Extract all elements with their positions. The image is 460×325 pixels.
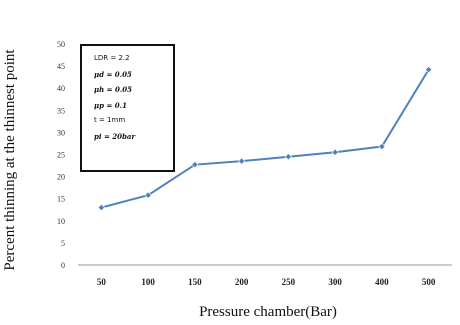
x-tick-label: 250 — [282, 277, 296, 287]
data-point-marker — [238, 157, 246, 165]
x-tick-label: 50 — [97, 277, 107, 287]
annotation-mu-d: μd = 0.05 — [94, 69, 132, 79]
y-tick-label: 40 — [57, 84, 65, 93]
y-tick-label: 10 — [57, 217, 65, 226]
data-point-marker — [425, 66, 433, 74]
x-tick-label: 200 — [235, 277, 249, 287]
y-tick-label: 35 — [57, 106, 65, 115]
x-axis-title: Pressure chamber(Bar) — [199, 304, 337, 320]
data-point-marker — [191, 161, 199, 169]
annotation-mu-h: μh = 0.05 — [94, 85, 133, 94]
y-tick-label: 30 — [57, 128, 65, 137]
annotation-mu-p: μp = 0.1 — [94, 100, 127, 110]
y-tick-label: 20 — [57, 173, 65, 182]
data-point-marker — [144, 191, 152, 199]
annotation-thickness: t = 1mm — [94, 116, 126, 124]
data-point-marker — [378, 142, 386, 151]
annotation-box: LDR = 2.2 μd = 0.05 μh = 0.05 μp = 0.1 t… — [80, 44, 175, 172]
y-tick-label: 45 — [57, 62, 65, 71]
y-tick-label: 0 — [61, 261, 65, 270]
y-tick-label: 5 — [61, 239, 65, 248]
x-tick-label: 400 — [375, 277, 389, 287]
x-tick-label: 150 — [188, 277, 202, 287]
data-point-marker — [331, 148, 339, 156]
y-tick-label: 25 — [57, 151, 65, 160]
series-group — [97, 66, 433, 212]
annotation-ldr: LDR = 2.2 — [94, 54, 130, 62]
y-axis-title: Percent thinning at the thinnest point — [2, 49, 18, 271]
data-point-marker — [97, 203, 105, 212]
x-tick-label: 100 — [141, 277, 155, 287]
x-tick-labels: 50 100 150 200 250 300 400 500 — [97, 277, 436, 287]
series-line — [101, 69, 430, 209]
x-tick-label: 500 — [422, 277, 436, 287]
y-tick-label: 50 — [57, 40, 65, 49]
y-tick-labels: 0 5 10 15 20 25 30 35 40 45 50 — [57, 40, 65, 270]
annotation-pressure: pi = 20bar — [94, 131, 136, 141]
y-tick-label: 15 — [57, 195, 65, 204]
data-point-marker — [284, 153, 292, 161]
x-tick-label: 300 — [328, 277, 342, 287]
